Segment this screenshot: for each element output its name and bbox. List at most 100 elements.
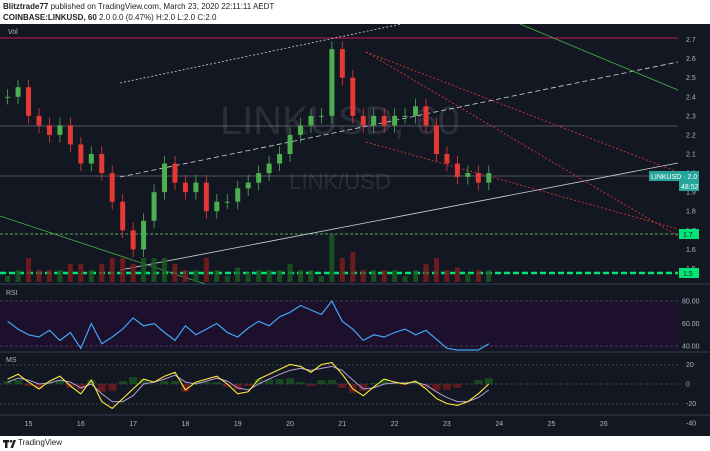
candle[interactable]	[46, 117, 52, 143]
candle[interactable]	[36, 108, 42, 134]
time-axis[interactable]: 15 16 17 18 19 20 21 22 23 24 25 26	[25, 421, 608, 428]
candle[interactable]	[423, 98, 429, 134]
macd-histogram-bar	[474, 380, 483, 384]
candlesticks[interactable]	[5, 41, 492, 258]
candle[interactable]	[256, 165, 262, 191]
macd-label[interactable]: MS	[6, 357, 17, 364]
volume-bar	[371, 270, 377, 282]
candle[interactable]	[308, 108, 314, 134]
candle[interactable]	[235, 180, 241, 210]
candle[interactable]	[151, 184, 157, 229]
candle[interactable]	[67, 117, 73, 153]
volume-bars	[5, 234, 492, 282]
candle[interactable]	[193, 174, 199, 200]
candle[interactable]	[339, 41, 345, 86]
macd-histogram-bar	[432, 384, 441, 391]
candle[interactable]	[297, 117, 303, 143]
candle-body	[266, 163, 272, 174]
candle-body	[162, 163, 168, 193]
candle[interactable]	[360, 108, 366, 134]
candle[interactable]	[15, 79, 21, 105]
candle[interactable]	[413, 98, 419, 124]
candle[interactable]	[318, 108, 324, 124]
volume-bar	[172, 264, 178, 282]
macd-histogram-bar	[87, 380, 96, 384]
candle[interactable]	[245, 174, 251, 196]
vol-label[interactable]: Vol	[8, 29, 18, 36]
candle[interactable]	[130, 222, 136, 258]
macd-histogram-bar	[317, 380, 326, 384]
candle[interactable]	[120, 194, 126, 238]
candle[interactable]	[277, 146, 283, 172]
ohlc-values: 2.0 0.0 (0.47%) H:2.0 L:2.0 C:2.0	[99, 13, 217, 22]
macd-histogram-bar	[306, 384, 315, 386]
macd-histogram-bar	[286, 378, 295, 384]
candle[interactable]	[350, 70, 356, 124]
volume-bar	[339, 258, 345, 282]
candle[interactable]	[57, 117, 63, 143]
green-trend-line[interactable]	[519, 23, 679, 91]
macd-histogram-bar	[484, 378, 493, 384]
candle[interactable]	[486, 165, 492, 191]
candle[interactable]	[381, 108, 387, 134]
candle[interactable]	[214, 194, 220, 219]
candle[interactable]	[287, 127, 293, 162]
candle[interactable]	[475, 165, 481, 191]
candle-body	[350, 77, 356, 116]
macd-histogram-bar	[390, 383, 399, 384]
candle-body	[120, 201, 126, 231]
volume-bar	[99, 264, 105, 282]
green-trend-line[interactable]	[0, 215, 206, 285]
volume-bar	[297, 270, 303, 282]
candle[interactable]	[5, 89, 11, 105]
chart-canvas[interactable]: LINKUSD, 60 LINK/USD 2.7 2.6 2.5 2.4 2.3 2.2 2…	[0, 0, 710, 436]
candle[interactable]	[172, 155, 178, 191]
channel-lower-line[interactable]	[119, 162, 679, 271]
macd-histogram-bar	[139, 379, 148, 384]
channel-middle-line[interactable]	[119, 61, 679, 178]
tradingview-logo-text[interactable]: TradingView	[18, 438, 63, 447]
macd-fast-line[interactable]	[7, 362, 490, 410]
channel-upper-line[interactable]	[119, 0, 678, 84]
red-trend-line[interactable]	[365, 51, 679, 237]
candle[interactable]	[465, 165, 471, 185]
candle[interactable]	[78, 136, 84, 172]
candle[interactable]	[329, 41, 335, 124]
watermark-symbol: LINKUSD, 60	[220, 99, 460, 143]
candle[interactable]	[109, 165, 115, 210]
candle[interactable]	[266, 155, 272, 181]
candle[interactable]	[99, 146, 105, 181]
candle[interactable]	[203, 174, 209, 219]
candle[interactable]	[433, 117, 439, 162]
macd-histogram-bar	[338, 384, 347, 388]
rsi-line[interactable]	[7, 299, 490, 351]
chart-area[interactable]: LINKUSD, 60 LINK/USD 2.7 2.6 2.5 2.4 2.3 2.2 2…	[0, 0, 710, 436]
candle[interactable]	[182, 174, 188, 200]
publisher-name[interactable]: Blitztrade77	[3, 2, 49, 11]
candle[interactable]	[402, 108, 408, 124]
candle[interactable]	[454, 155, 460, 185]
volume-bar	[381, 270, 387, 282]
candle-body	[256, 173, 262, 183]
candle[interactable]	[26, 79, 32, 124]
price-tick-label: 2.5	[686, 75, 696, 82]
red-trend-line[interactable]	[365, 141, 679, 230]
rsi-tick-label: 40.00	[682, 344, 700, 351]
candle[interactable]	[141, 213, 147, 258]
tradingview-logo-icon[interactable]	[3, 438, 17, 449]
volume-bar	[36, 270, 42, 282]
candle[interactable]	[224, 194, 230, 210]
rsi-label[interactable]: RSI	[6, 290, 18, 297]
candle[interactable]	[88, 146, 94, 172]
candle[interactable]	[444, 146, 450, 172]
macd-histogram-bar	[191, 382, 200, 384]
volume-bar	[120, 258, 126, 282]
price-pane[interactable]	[0, 24, 678, 284]
macd-histogram-bar	[14, 380, 23, 384]
candle[interactable]	[392, 108, 398, 134]
candle-body	[486, 173, 492, 183]
candle[interactable]	[162, 155, 168, 200]
candle-body	[339, 49, 345, 78]
candle[interactable]	[371, 108, 377, 134]
candle-body	[26, 87, 32, 116]
